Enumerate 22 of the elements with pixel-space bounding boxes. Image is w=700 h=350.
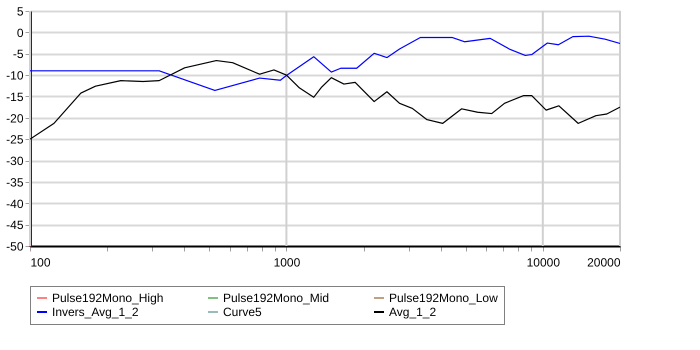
- y-tick-label: -45: [6, 218, 24, 232]
- y-tick-label: -30: [6, 154, 24, 168]
- legend-label: Avg_1_2: [389, 305, 436, 319]
- legend-label: Pulse192Mono_Low: [389, 291, 498, 305]
- y-tick-label: -25: [6, 132, 24, 147]
- y-tick-label: 0: [16, 26, 24, 40]
- y-tick-label: -20: [6, 111, 24, 126]
- y-tick-label: -5: [12, 47, 24, 62]
- y-tick-label: 5: [16, 4, 24, 18]
- y-tick-label: -10: [6, 68, 24, 83]
- x-tick-label: 100: [30, 256, 51, 270]
- legend-label: Pulse192Mono_High: [52, 291, 164, 305]
- y-tick-label: -15: [6, 90, 24, 104]
- y-tick-label: -35: [6, 175, 24, 190]
- legend-label: Curve5: [223, 305, 262, 319]
- y-tick-label: -40: [6, 196, 24, 211]
- legend-label: Invers_Avg_1_2: [52, 305, 139, 319]
- x-tick-label: 20000: [587, 256, 621, 270]
- legend-label: Pulse192Mono_Mid: [223, 291, 330, 305]
- x-tick-label: 10000: [526, 256, 560, 270]
- y-tick-label: -50: [6, 240, 24, 254]
- x-tick-label: 1000: [274, 256, 301, 270]
